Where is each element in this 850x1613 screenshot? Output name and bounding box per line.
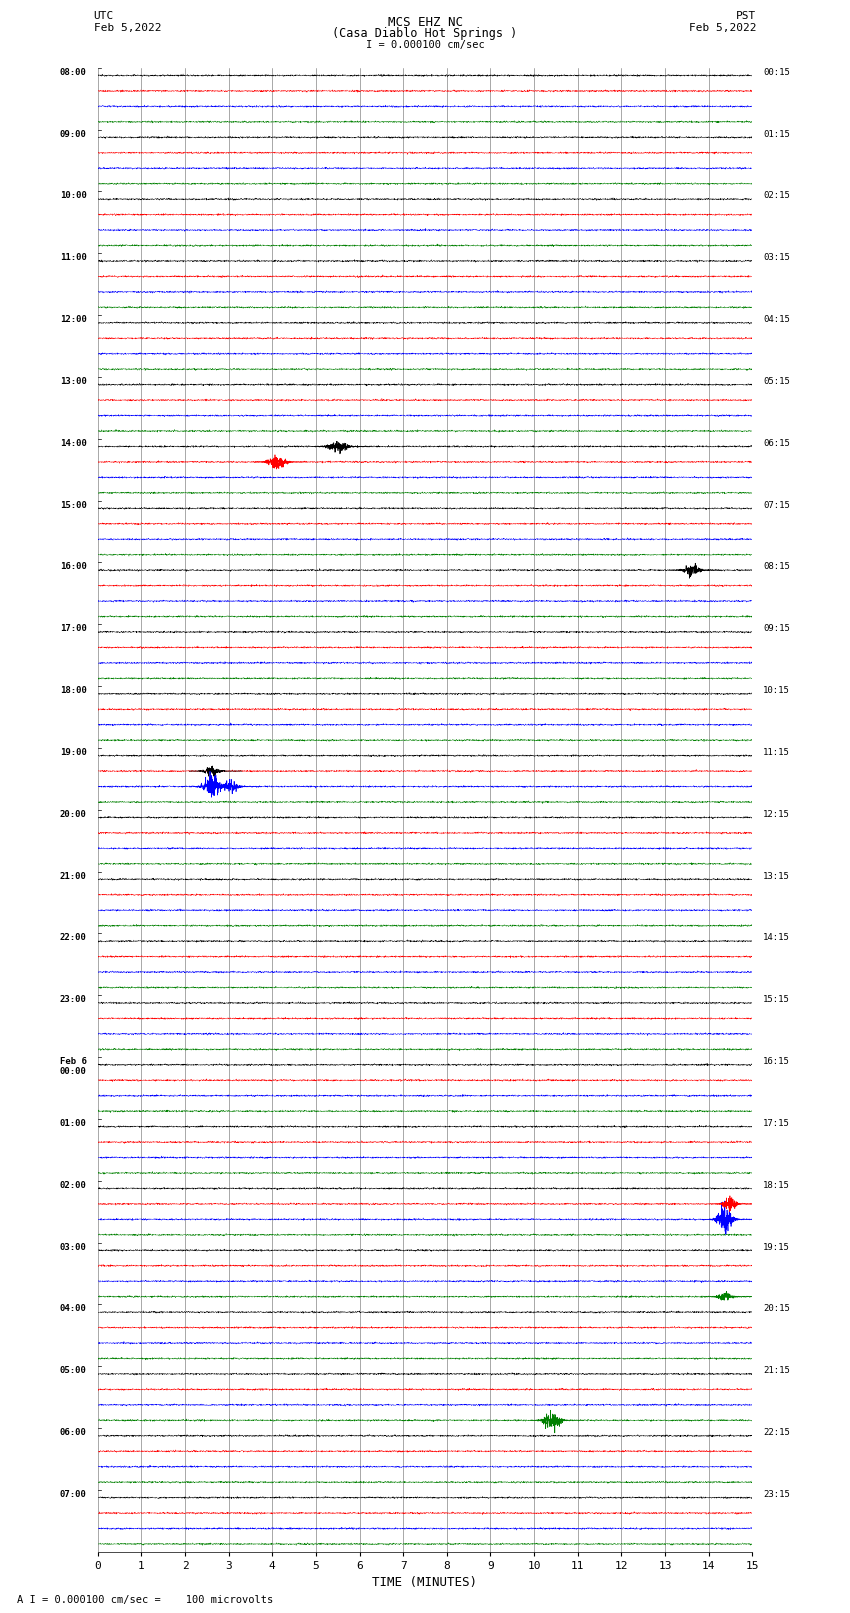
Text: 05:15: 05:15 bbox=[763, 377, 790, 386]
Text: 16:15: 16:15 bbox=[763, 1057, 790, 1066]
Text: 22:00: 22:00 bbox=[60, 934, 87, 942]
Text: 09:15: 09:15 bbox=[763, 624, 790, 634]
Text: 04:15: 04:15 bbox=[763, 315, 790, 324]
Text: 10:00: 10:00 bbox=[60, 192, 87, 200]
Text: PST: PST bbox=[736, 11, 756, 21]
Text: 00:15: 00:15 bbox=[763, 68, 790, 77]
Text: A I = 0.000100 cm/sec =    100 microvolts: A I = 0.000100 cm/sec = 100 microvolts bbox=[17, 1595, 273, 1605]
Text: 07:15: 07:15 bbox=[763, 500, 790, 510]
Text: 06:00: 06:00 bbox=[60, 1428, 87, 1437]
Text: 05:00: 05:00 bbox=[60, 1366, 87, 1376]
Text: 17:15: 17:15 bbox=[763, 1119, 790, 1127]
Text: UTC: UTC bbox=[94, 11, 114, 21]
Text: 18:15: 18:15 bbox=[763, 1181, 790, 1190]
Text: 13:00: 13:00 bbox=[60, 377, 87, 386]
Text: 15:00: 15:00 bbox=[60, 500, 87, 510]
Text: 18:00: 18:00 bbox=[60, 686, 87, 695]
Text: 21:15: 21:15 bbox=[763, 1366, 790, 1376]
Text: 21:00: 21:00 bbox=[60, 871, 87, 881]
Text: 07:00: 07:00 bbox=[60, 1490, 87, 1498]
Text: 20:00: 20:00 bbox=[60, 810, 87, 819]
Text: 23:15: 23:15 bbox=[763, 1490, 790, 1498]
Text: 19:15: 19:15 bbox=[763, 1242, 790, 1252]
Text: 14:00: 14:00 bbox=[60, 439, 87, 448]
Text: Feb 5,2022: Feb 5,2022 bbox=[94, 23, 161, 32]
Text: (Casa Diablo Hot Springs ): (Casa Diablo Hot Springs ) bbox=[332, 27, 518, 40]
Text: Feb 6
00:00: Feb 6 00:00 bbox=[60, 1057, 87, 1076]
Text: 03:00: 03:00 bbox=[60, 1242, 87, 1252]
Text: 02:00: 02:00 bbox=[60, 1181, 87, 1190]
Text: I = 0.000100 cm/sec: I = 0.000100 cm/sec bbox=[366, 40, 484, 50]
Text: MCS EHZ NC: MCS EHZ NC bbox=[388, 16, 462, 29]
Text: 12:15: 12:15 bbox=[763, 810, 790, 819]
Text: 06:15: 06:15 bbox=[763, 439, 790, 448]
Text: 01:00: 01:00 bbox=[60, 1119, 87, 1127]
Text: 15:15: 15:15 bbox=[763, 995, 790, 1005]
Text: 13:15: 13:15 bbox=[763, 871, 790, 881]
Text: 03:15: 03:15 bbox=[763, 253, 790, 263]
Text: 22:15: 22:15 bbox=[763, 1428, 790, 1437]
Text: 10:15: 10:15 bbox=[763, 686, 790, 695]
Text: 23:00: 23:00 bbox=[60, 995, 87, 1005]
Text: 20:15: 20:15 bbox=[763, 1305, 790, 1313]
Text: 14:15: 14:15 bbox=[763, 934, 790, 942]
Text: 04:00: 04:00 bbox=[60, 1305, 87, 1313]
Text: 08:00: 08:00 bbox=[60, 68, 87, 77]
Text: 11:15: 11:15 bbox=[763, 748, 790, 756]
Text: 17:00: 17:00 bbox=[60, 624, 87, 634]
Text: Feb 5,2022: Feb 5,2022 bbox=[689, 23, 756, 32]
Text: 08:15: 08:15 bbox=[763, 563, 790, 571]
Text: 19:00: 19:00 bbox=[60, 748, 87, 756]
Text: 16:00: 16:00 bbox=[60, 563, 87, 571]
Text: 12:00: 12:00 bbox=[60, 315, 87, 324]
Text: 11:00: 11:00 bbox=[60, 253, 87, 263]
Text: 09:00: 09:00 bbox=[60, 129, 87, 139]
X-axis label: TIME (MINUTES): TIME (MINUTES) bbox=[372, 1576, 478, 1589]
Text: 02:15: 02:15 bbox=[763, 192, 790, 200]
Text: 01:15: 01:15 bbox=[763, 129, 790, 139]
